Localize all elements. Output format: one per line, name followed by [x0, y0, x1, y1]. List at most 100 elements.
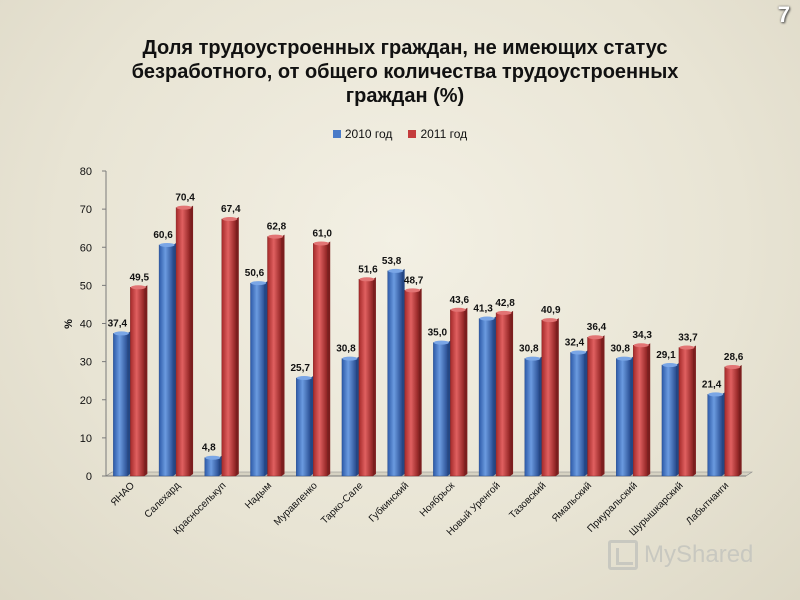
x-tick-label: Губкинский — [366, 480, 411, 525]
bar-side — [601, 335, 605, 476]
chart-title-line-2: безработного, от общего количества трудо… — [131, 61, 679, 83]
bar-top — [450, 307, 466, 312]
bar-2011 — [633, 345, 648, 477]
x-tick-label: Муравленко — [272, 480, 320, 528]
data-label: 53,8 — [382, 256, 402, 267]
bar-top — [268, 234, 283, 239]
data-label: 43,6 — [450, 295, 470, 306]
chart-title-line-1: Доля трудоустроенных граждан, не имеющих… — [142, 37, 668, 59]
bar-top — [496, 310, 512, 315]
legend-swatch-2010 — [332, 130, 341, 138]
y-axis-label: % — [63, 319, 75, 329]
x-tick-label: Ямальский — [550, 480, 594, 524]
data-label: 62,8 — [267, 222, 287, 233]
bar-side — [173, 242, 177, 476]
legend-swatch-2011 — [408, 130, 417, 138]
page-number: 7 — [777, 2, 790, 27]
y-tick-label: 60 — [80, 242, 92, 254]
data-label: 32,4 — [565, 337, 585, 348]
data-label: 34,3 — [632, 330, 652, 341]
bar-2011 — [678, 347, 694, 477]
watermark-text: MyShared — [644, 541, 754, 568]
data-label: 48,7 — [404, 275, 424, 286]
bar-side — [647, 343, 651, 476]
chart-title-line-3: граждан (%) — [345, 85, 465, 107]
bar-top — [479, 316, 495, 321]
bar-side — [447, 340, 451, 476]
watermark-logo-icon — [608, 540, 638, 570]
bar-side — [418, 288, 422, 476]
chart-legend: 2010 год 2011 год — [0, 127, 800, 141]
bar-top — [251, 281, 266, 286]
x-tick-label: Лабытнанги — [684, 480, 732, 528]
bar-top — [679, 345, 695, 350]
bar-side — [692, 345, 696, 476]
data-label: 70,4 — [175, 193, 195, 204]
bar-top — [588, 335, 603, 340]
bar-2011 — [130, 287, 145, 477]
bar-2011 — [313, 243, 328, 477]
bar-side — [190, 205, 194, 476]
data-label: 35,0 — [428, 328, 448, 339]
legend-label-2011: 2011 год — [420, 127, 468, 141]
bar-top — [708, 392, 724, 397]
bar-side — [327, 241, 331, 476]
bar-2010 — [250, 282, 265, 477]
data-label: 33,7 — [678, 333, 698, 344]
data-label: 61,0 — [312, 228, 332, 239]
y-tick-label: 20 — [80, 395, 92, 407]
bar-side — [127, 331, 131, 476]
bar-side — [235, 217, 239, 476]
x-tick-label: Салехард — [143, 480, 183, 520]
bar-top — [725, 364, 741, 369]
data-label: 36,4 — [587, 322, 607, 333]
bar-side — [721, 392, 725, 476]
bar-top — [571, 350, 586, 355]
bar-2011 — [358, 279, 374, 477]
bar-side — [584, 350, 588, 476]
data-label: 21,4 — [702, 379, 722, 390]
bar-side — [281, 234, 285, 476]
bar-top — [296, 376, 312, 381]
bar-top — [525, 356, 541, 361]
data-label: 60,6 — [153, 230, 173, 241]
bar-side — [464, 307, 468, 476]
y-tick-label: 80 — [80, 166, 92, 178]
bar-top — [159, 242, 175, 247]
bar-top — [176, 205, 192, 210]
bar-top — [633, 343, 649, 348]
y-tick-label: 30 — [80, 357, 92, 369]
data-label: 28,6 — [724, 352, 744, 363]
watermark: MyShared — [608, 540, 753, 570]
bar-top — [616, 356, 632, 361]
data-label: 29,1 — [656, 350, 676, 361]
bar-top — [222, 217, 238, 222]
x-tick-label: ЯНАО — [109, 480, 137, 508]
y-tick-label: 10 — [80, 433, 92, 445]
bar-side — [218, 455, 222, 476]
bar-2010 — [570, 352, 585, 477]
bar-top — [662, 363, 678, 368]
bar-2011 — [495, 312, 511, 477]
y-tick-label: 50 — [80, 280, 92, 292]
bar-2011 — [404, 290, 419, 477]
data-label: 40,9 — [541, 305, 561, 316]
bar-top — [205, 455, 221, 460]
data-label: 50,6 — [245, 268, 265, 279]
bar-2010 — [296, 377, 311, 477]
bar-top — [542, 318, 558, 323]
bar-side — [738, 364, 742, 476]
bar-2011 — [267, 236, 282, 477]
data-label: 51,6 — [358, 264, 378, 275]
bar-2010 — [524, 358, 539, 477]
bar-side — [510, 310, 514, 476]
x-tick-label: Ноябрьск — [417, 479, 457, 519]
bar-side — [555, 318, 559, 476]
bar-2010 — [204, 457, 219, 477]
data-label: 30,8 — [336, 344, 356, 355]
bar-2010 — [616, 358, 631, 477]
bar-2011 — [587, 337, 602, 477]
bar-2010 — [478, 318, 494, 477]
data-label: 42,8 — [495, 298, 515, 309]
